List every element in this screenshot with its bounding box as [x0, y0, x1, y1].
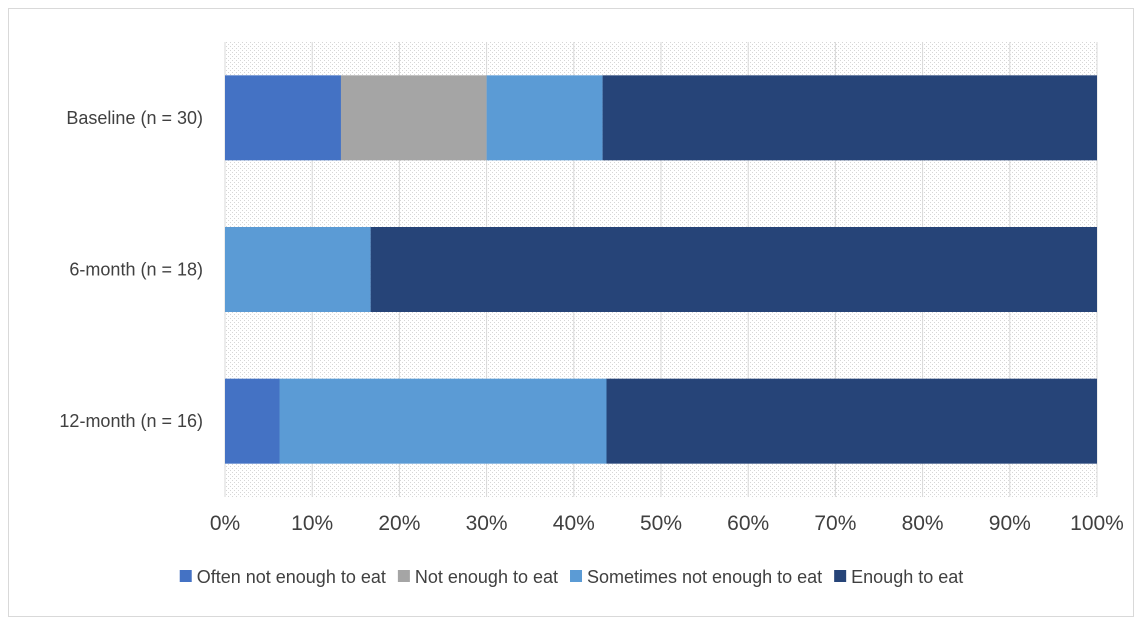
- x-tick-label: 0%: [210, 512, 240, 535]
- legend-label: Sometimes not enough to eat: [587, 567, 822, 587]
- legend-label: Enough to eat: [851, 567, 963, 587]
- x-tick-label: 90%: [989, 512, 1031, 535]
- x-tick-label: 80%: [902, 512, 944, 535]
- bar-segment: [602, 75, 1097, 161]
- legend: Often not enough to eat Not enough to eat…: [179, 567, 963, 587]
- x-tick-label: 70%: [814, 512, 856, 535]
- category-label: Baseline (n = 30): [66, 108, 203, 128]
- bar-segment: [606, 378, 1097, 464]
- category-label: 6-month (n = 18): [69, 260, 203, 280]
- category-label: 12-month (n = 16): [59, 411, 203, 431]
- category-labels: Baseline (n = 30) 6-month (n = 18) 12-mont…: [59, 108, 203, 431]
- legend-swatch: [179, 570, 192, 582]
- bar-segment: [370, 227, 1097, 312]
- bar-segment: [279, 378, 607, 464]
- x-tick-labels: 0% 10% 20% 30% 40% 50% 60% 70% 80% 90% 100%: [210, 512, 1124, 535]
- legend-label: Not enough to eat: [415, 567, 558, 587]
- bar-segment: [225, 227, 371, 312]
- legend-swatch: [570, 570, 583, 582]
- bar-segment: [340, 75, 487, 161]
- x-tick-label: 100%: [1070, 512, 1124, 535]
- bar-segment: [225, 75, 341, 161]
- x-tick-label: 60%: [727, 512, 769, 535]
- bar-segment: [486, 75, 603, 161]
- x-tick-label: 10%: [291, 512, 333, 535]
- x-tick-label: 20%: [378, 512, 420, 535]
- legend-swatch: [397, 570, 410, 582]
- x-tick-label: 40%: [553, 512, 595, 535]
- legend-label: Often not enough to eat: [197, 567, 386, 587]
- chart-frame: [8, 8, 1134, 617]
- bars: [225, 75, 1097, 464]
- x-tick-label: 50%: [640, 512, 682, 535]
- bar-segment: [225, 378, 280, 464]
- x-tick-label: 30%: [466, 512, 508, 535]
- legend-swatch: [834, 570, 847, 582]
